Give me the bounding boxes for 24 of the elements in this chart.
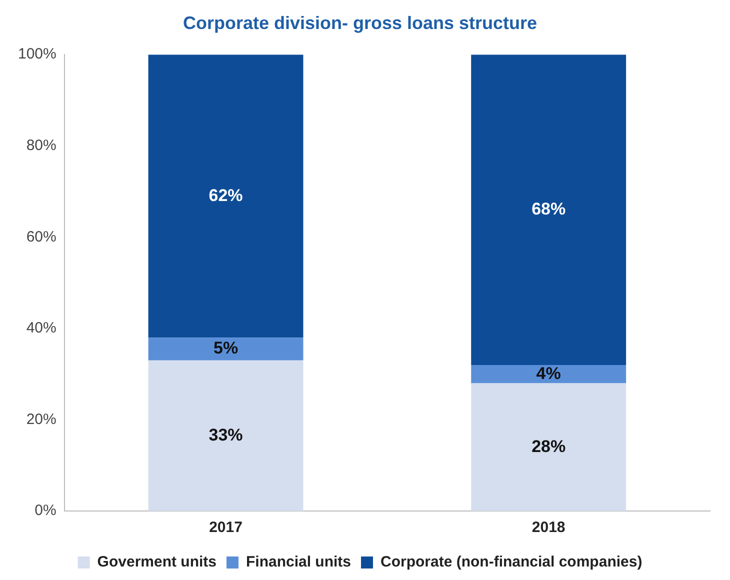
- y-tick-label: 20%: [26, 410, 56, 428]
- y-tick-label: 40%: [26, 320, 56, 337]
- data-label: 68%: [532, 199, 566, 218]
- bar: [471, 54, 626, 365]
- bar: [148, 360, 304, 511]
- data-label: 28%: [532, 436, 566, 456]
- legend-label: Goverment units: [97, 554, 216, 571]
- bar: [471, 383, 626, 511]
- bar: [148, 54, 304, 338]
- chart-title: Corporate division- gross loans structure: [182, 12, 538, 33]
- x-tick-label: 2017: [209, 519, 242, 536]
- y-tick-label: 0%: [34, 502, 56, 520]
- y-tick-label: 60%: [26, 228, 56, 246]
- bar: [148, 338, 304, 360]
- x-tick-label: 2018: [532, 519, 566, 536]
- y-tick-label: 100%: [18, 46, 56, 63]
- data-label: 62%: [208, 186, 243, 205]
- data-label: 33%: [208, 425, 243, 444]
- data-label: 4%: [536, 364, 561, 383]
- legend-label: Financial units: [246, 554, 352, 571]
- legend-label: Corporate (non-financial companies): [380, 554, 642, 571]
- data-label: 5%: [213, 338, 238, 358]
- bar: [471, 364, 626, 384]
- y-tick-label: 80%: [26, 137, 56, 154]
